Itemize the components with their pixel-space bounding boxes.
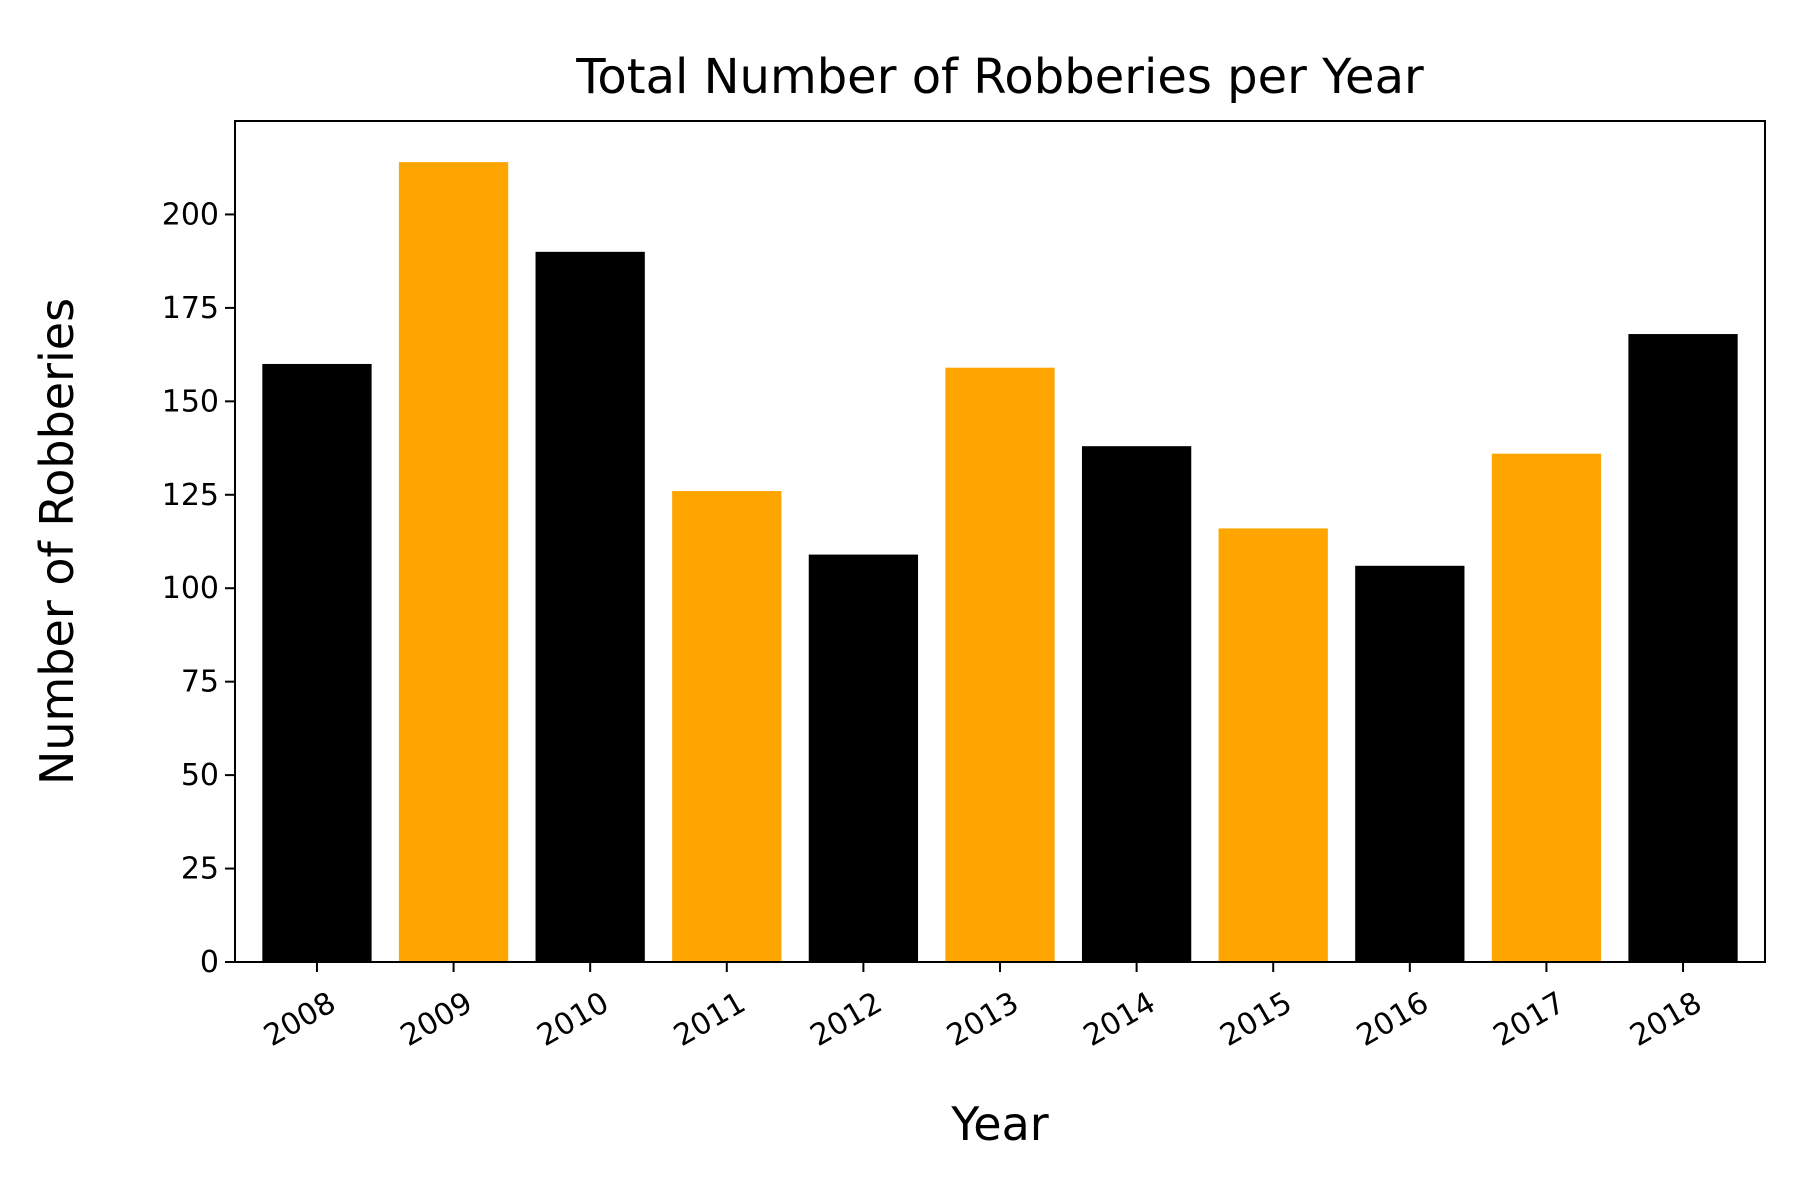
chart-title: Total Number of Robberies per Year [575, 49, 1424, 105]
bar-2013 [945, 367, 1055, 962]
bars-group [262, 162, 1738, 963]
x-tick-label: 2009 [395, 985, 479, 1053]
bar-2008 [262, 363, 372, 962]
bar-2016 [1355, 565, 1465, 962]
bar-2009 [398, 162, 509, 963]
bar-2017 [1491, 453, 1602, 962]
y-tick-label: 25 [181, 852, 219, 887]
x-tick-label: 2011 [668, 985, 752, 1053]
bar-2018 [1628, 334, 1738, 962]
x-tick-label: 2018 [1624, 985, 1708, 1053]
x-axis-ticks: 2008 2009 2010 2011 2012 2013 2014 2015 2016 2017… [258, 962, 1708, 1054]
bar-2012 [808, 554, 919, 962]
x-tick-label: 2013 [941, 985, 1025, 1053]
x-tick-label: 2012 [805, 985, 889, 1053]
bar-2014 [1081, 446, 1192, 963]
x-tick-label: 2010 [531, 985, 615, 1053]
x-tick-label: 2017 [1488, 985, 1572, 1053]
x-tick-label: 2014 [1078, 985, 1162, 1053]
bar-2010 [535, 251, 645, 963]
y-axis-label: Number of Robberies [30, 298, 84, 785]
x-axis-label: Year [950, 1097, 1048, 1151]
plot-area-frame [234, 120, 1766, 963]
y-tick-label: 150 [162, 384, 219, 419]
y-tick-label: 125 [162, 478, 219, 513]
bar-2011 [672, 491, 782, 962]
x-tick-label: 2015 [1214, 985, 1298, 1053]
y-axis-ticks: 0 25 50 75 100 125 150 175 200 [162, 197, 235, 980]
y-tick-label: 75 [181, 665, 219, 700]
y-tick-label: 100 [162, 571, 219, 606]
x-tick-label: 2016 [1351, 985, 1435, 1053]
x-tick-label: 2008 [258, 985, 342, 1053]
y-tick-label: 200 [162, 197, 219, 232]
y-tick-label: 175 [162, 291, 219, 326]
y-tick-label: 0 [200, 945, 219, 980]
bar-2015 [1218, 528, 1328, 962]
y-tick-label: 50 [181, 758, 219, 793]
